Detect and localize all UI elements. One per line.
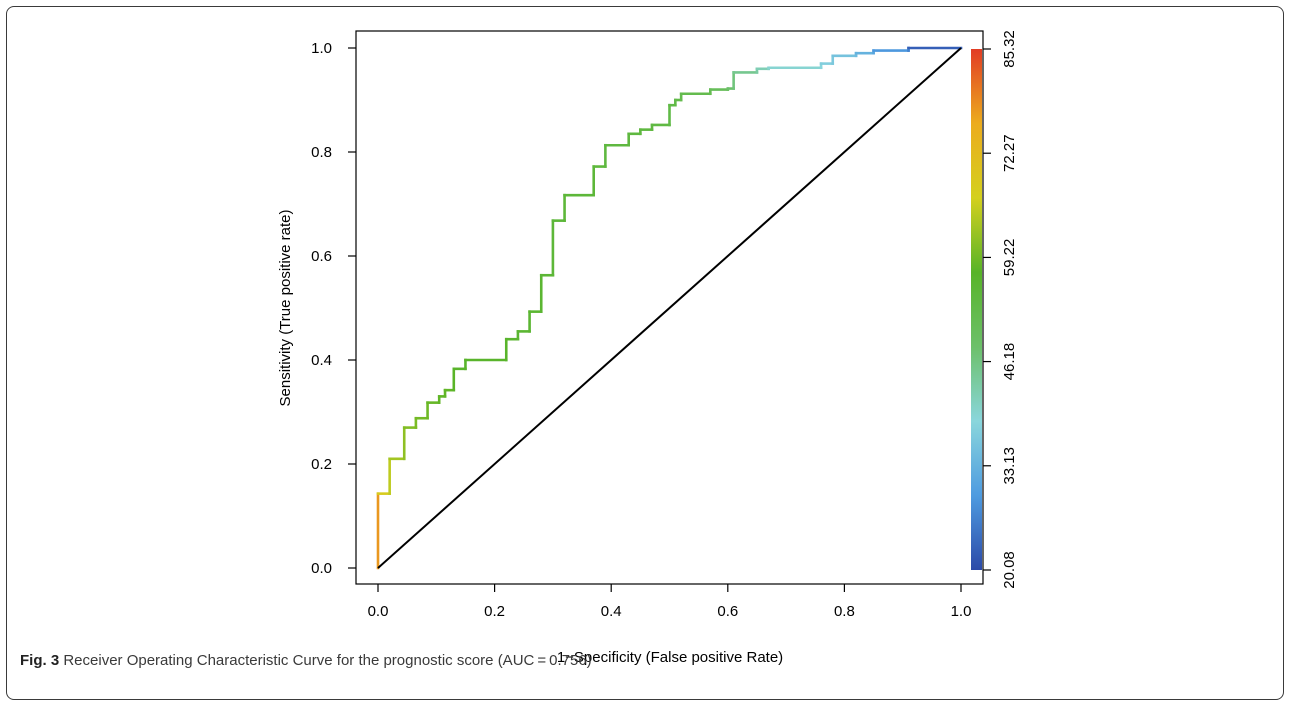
y-tick-label: 0.6 <box>311 248 332 265</box>
x-tick-label: 0.8 <box>834 603 855 620</box>
y-tick-label: 0.0 <box>311 560 332 577</box>
diagonal-reference-line <box>377 47 962 569</box>
figure-label: Fig. 3 <box>20 652 60 669</box>
x-tick-label: 0.2 <box>484 603 505 620</box>
x-tick-label: 1.0 <box>951 603 972 620</box>
plot-box <box>355 30 984 585</box>
x-axis-title: 1−Specificity (False positive Rate) <box>557 649 783 666</box>
colorbar-tick-label: 59.22 <box>1001 239 1018 277</box>
y-tick-label: 0.2 <box>311 456 332 473</box>
colorbar-tick-label: 72.27 <box>1001 134 1018 172</box>
colorbar-tick-label: 20.08 <box>1001 551 1018 589</box>
y-tick-label: 0.8 <box>311 144 332 161</box>
colorbar-gradient <box>971 49 982 570</box>
y-tick-label: 1.0 <box>311 40 332 57</box>
colorbar-tick-label: 46.18 <box>1001 343 1018 381</box>
y-tick-label: 0.4 <box>311 352 332 369</box>
figure-frame <box>6 6 1284 700</box>
roc-curve <box>376 46 963 570</box>
x-tick-label: 0.4 <box>601 603 622 620</box>
x-tick-label: 0.0 <box>368 603 389 620</box>
x-tick-label: 0.6 <box>717 603 738 620</box>
figure-caption: Fig. 3 Receiver Operating Characteristic… <box>20 652 592 669</box>
y-axis-title: Sensitivity (True positive rate) <box>277 209 294 406</box>
caption-text: Receiver Operating Characteristic Curve … <box>59 652 592 669</box>
colorbar: 20.08 33.13 46.18 59.22 72.27 85.32 <box>971 30 1018 589</box>
colorbar-tick-label: 33.13 <box>1001 447 1018 485</box>
colorbar-tick-label: 85.32 <box>1001 30 1018 68</box>
axes: 0.0 0.2 0.4 0.6 0.8 1.0 0.0 0.2 0.4 0.6 0.8 1.0 <box>311 30 984 620</box>
